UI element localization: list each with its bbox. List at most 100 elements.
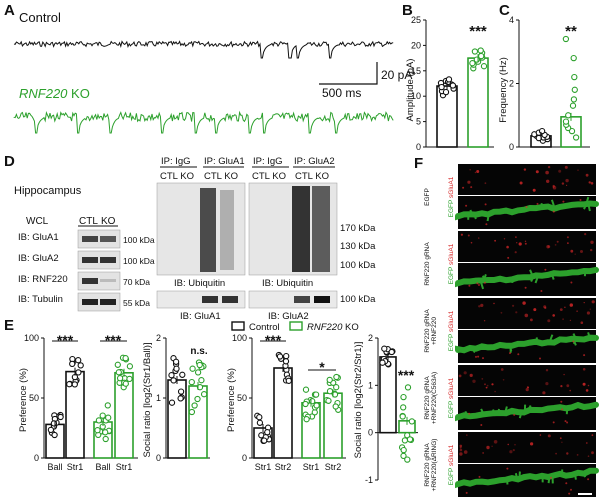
data-point <box>562 118 570 125</box>
red-puncta <box>525 206 528 208</box>
red-puncta <box>467 234 470 237</box>
bottom-right-label: IB: GluA2 <box>268 311 309 322</box>
red-puncta <box>565 178 569 183</box>
spine <box>518 411 523 419</box>
red-puncta <box>511 304 515 307</box>
red-channel-image <box>458 365 596 396</box>
wcl-blot-rows: IB: GluA1 IB: GluA2 IB: RNF220 IB: Tubul… <box>18 229 155 312</box>
red-puncta <box>540 290 543 292</box>
lane-header: CTL KO <box>204 171 238 182</box>
data-point <box>114 361 121 368</box>
data-point <box>170 377 177 384</box>
data-point <box>562 35 570 43</box>
condition-line1: RNF220 gRNA <box>424 443 431 487</box>
red-puncta <box>463 371 467 375</box>
data-point <box>51 431 58 439</box>
red-puncta <box>493 302 495 305</box>
ib-row-label: IB: Tubulin <box>18 294 63 305</box>
y-tick-label: 20 <box>411 40 421 50</box>
wcl-band <box>82 299 98 305</box>
channel-red: sGluA1 <box>448 310 455 332</box>
red-puncta <box>583 354 586 357</box>
red-puncta <box>465 491 468 494</box>
red-puncta <box>514 251 517 254</box>
data-point <box>122 355 129 362</box>
spine <box>551 274 555 280</box>
data-point <box>331 391 339 398</box>
red-puncta <box>459 444 463 448</box>
red-puncta <box>526 386 529 389</box>
data-point <box>538 127 546 135</box>
imaging-row: RNF220 gRNA+RNF220 EGFP sGluA1 <box>424 298 599 363</box>
legend-ko-swatch <box>289 321 303 331</box>
condition-line1: RNF220 gRNA <box>424 376 431 420</box>
channel-label: EGFP sGluA1 <box>448 176 455 217</box>
data-point <box>400 404 407 411</box>
y-tick-label: 50 <box>237 393 247 403</box>
channel-red: sGluA1 <box>448 176 455 198</box>
ip-header: IP: GluA2 <box>294 156 335 167</box>
red-puncta <box>484 182 487 185</box>
wcl-kda: 55 kDa <box>123 298 150 308</box>
y-tick-label: 0 <box>509 142 514 152</box>
y-tick-label: 100 <box>232 333 247 343</box>
red-puncta <box>566 384 570 388</box>
data-point <box>126 375 133 383</box>
wcl-blot <box>77 229 121 249</box>
wcl-blot <box>77 271 121 291</box>
red-puncta <box>590 182 594 185</box>
data-point <box>478 52 485 60</box>
significance-label: * <box>319 359 325 375</box>
y-tick-label: 4 <box>509 15 514 25</box>
data-point <box>303 416 310 423</box>
data-point <box>408 418 416 425</box>
red-puncta <box>484 383 486 386</box>
red-puncta <box>494 390 496 393</box>
ubiquitin-smear <box>312 186 330 272</box>
red-puncta <box>563 373 565 376</box>
red-puncta <box>555 452 557 455</box>
ib-row-label: IB: GluA1 <box>18 232 59 243</box>
red-puncta <box>572 340 575 343</box>
red-puncta <box>552 421 555 424</box>
lane-header: CTL KO <box>252 171 286 182</box>
data-point <box>312 391 320 398</box>
data-point <box>571 86 578 93</box>
data-point <box>406 436 414 443</box>
ib-row-label: IB: GluA2 <box>18 253 59 264</box>
red-puncta <box>469 373 473 377</box>
ip-header: IP: IgG <box>161 156 191 167</box>
red-puncta <box>524 240 527 242</box>
ip-band <box>202 296 218 303</box>
spine <box>480 408 485 416</box>
data-point <box>189 365 196 372</box>
spine <box>585 196 590 205</box>
data-point <box>477 47 484 54</box>
red-puncta <box>587 384 590 387</box>
data-point <box>333 384 340 391</box>
red-puncta <box>478 237 480 239</box>
red-puncta <box>516 242 518 244</box>
spine <box>464 410 469 417</box>
data-point <box>283 352 290 360</box>
y-tick-label: 15 <box>411 66 421 76</box>
data-point <box>75 369 82 376</box>
red-puncta <box>569 319 572 322</box>
wcl-kda: 100 kDa <box>123 256 155 266</box>
panel-c-letter: C <box>499 2 510 19</box>
data-point <box>471 48 479 55</box>
red-puncta <box>590 248 593 252</box>
y-tick-label: 1 <box>368 380 373 390</box>
red-puncta <box>502 379 505 381</box>
channel-green: EGFP <box>448 399 455 418</box>
panel-f-letter: F <box>414 155 423 172</box>
y-tick-label: 0 <box>34 453 39 463</box>
ubiq-kda: 100 kDa <box>340 260 376 271</box>
category-label: Str1 <box>303 462 320 472</box>
red-puncta <box>577 169 579 171</box>
red-puncta <box>460 233 463 236</box>
data-point <box>94 427 101 434</box>
red-puncta <box>523 168 527 171</box>
y-tick-label: 1 <box>156 393 161 403</box>
